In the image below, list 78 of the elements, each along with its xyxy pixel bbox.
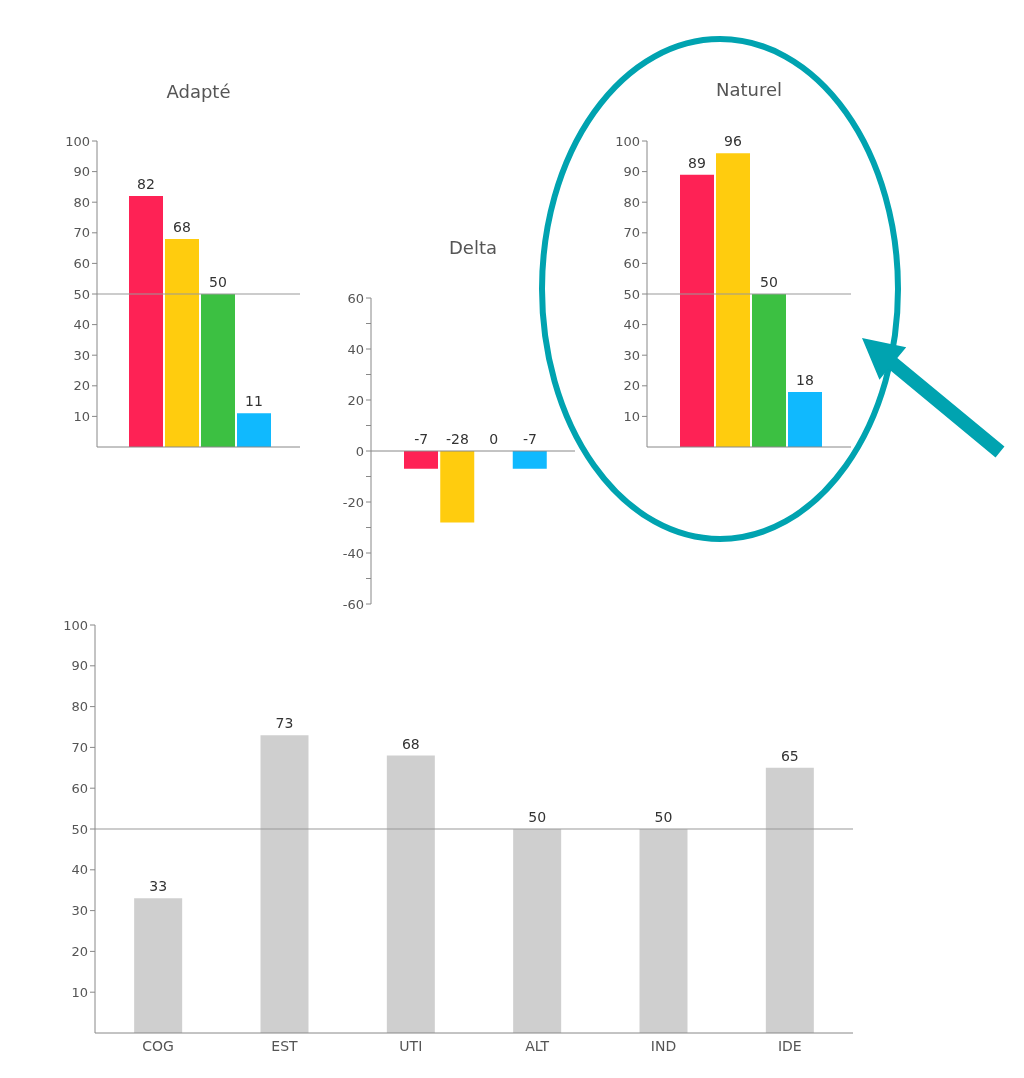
data-label: 68 xyxy=(173,218,191,235)
y-tick-label: 100 xyxy=(615,133,640,149)
y-tick-label: 60 xyxy=(71,780,88,796)
bar xyxy=(513,829,562,1033)
y-tick-label: 50 xyxy=(73,286,90,302)
y-tick-label: 100 xyxy=(63,617,88,633)
bar xyxy=(237,413,271,447)
y-tick-label: -40 xyxy=(342,545,364,561)
y-tick-label: 90 xyxy=(623,164,640,180)
y-tick-label: 40 xyxy=(73,317,90,333)
y-tick-label: 10 xyxy=(623,409,640,425)
y-tick-label: 50 xyxy=(71,821,88,837)
chart-title: Adapté xyxy=(165,81,232,102)
y-tick-label: 100 xyxy=(65,133,90,149)
data-label: 33 xyxy=(149,878,168,895)
y-tick-label: 70 xyxy=(73,225,90,241)
y-tick-label: 20 xyxy=(347,392,364,408)
y-tick-label: 40 xyxy=(623,317,640,333)
x-tick-label: UTI xyxy=(399,1037,423,1054)
y-tick-label: 80 xyxy=(623,194,640,210)
y-tick-label: 60 xyxy=(73,256,90,272)
bar xyxy=(201,294,235,447)
y-tick-label: 40 xyxy=(71,862,88,878)
bar xyxy=(752,294,786,447)
data-label: 82 xyxy=(137,176,155,193)
y-tick-label: 20 xyxy=(73,378,90,394)
y-tick-label: -60 xyxy=(342,596,364,612)
bar xyxy=(165,238,199,447)
data-label: 96 xyxy=(724,133,742,150)
y-tick-label: 20 xyxy=(623,378,640,394)
bar xyxy=(716,153,750,447)
data-label: -7 xyxy=(522,431,537,447)
bar xyxy=(639,829,688,1033)
bar xyxy=(788,391,822,447)
bar xyxy=(260,735,309,1033)
y-tick-label: 20 xyxy=(71,944,88,960)
y-tick-label: 60 xyxy=(623,256,640,272)
bar xyxy=(765,767,814,1033)
data-label: -7 xyxy=(414,431,429,447)
data-label: 65 xyxy=(780,747,799,764)
x-tick-label: COG xyxy=(142,1037,174,1054)
data-label: 89 xyxy=(688,154,706,171)
y-tick-label: 60 xyxy=(347,290,364,306)
x-tick-label: IND xyxy=(650,1037,677,1054)
data-label: 73 xyxy=(275,715,294,732)
x-tick-label: ALT xyxy=(525,1037,550,1054)
y-tick-label: 10 xyxy=(71,984,88,1000)
data-label: 50 xyxy=(209,274,227,290)
data-label: 11 xyxy=(245,393,263,410)
y-tick-label: 80 xyxy=(71,699,88,715)
y-tick-label: 40 xyxy=(347,341,364,357)
y-tick-label: 90 xyxy=(73,164,90,180)
bar xyxy=(129,196,163,447)
bar xyxy=(680,174,714,447)
y-tick-label: -20 xyxy=(342,494,364,510)
y-tick-label: 90 xyxy=(71,658,88,674)
y-tick-label: 80 xyxy=(73,194,90,210)
data-label: 68 xyxy=(401,735,420,752)
data-label: 50 xyxy=(654,809,673,825)
chart-title: Delta xyxy=(448,237,498,258)
data-label: 50 xyxy=(528,809,547,825)
y-tick-label: 50 xyxy=(623,286,640,302)
bar xyxy=(134,898,183,1033)
y-tick-label: 30 xyxy=(623,347,640,363)
y-tick-label: 0 xyxy=(355,443,364,459)
data-label: 0 xyxy=(489,431,499,447)
y-tick-label: 10 xyxy=(73,409,90,425)
y-tick-label: 30 xyxy=(73,347,90,363)
data-label: -28 xyxy=(445,431,469,447)
y-tick-label: 70 xyxy=(623,225,640,241)
bar xyxy=(386,755,435,1033)
data-label: 50 xyxy=(760,274,778,290)
y-tick-label: 70 xyxy=(71,740,88,756)
chart-title: Naturel xyxy=(714,79,783,100)
x-tick-label: IDE xyxy=(777,1037,802,1054)
y-tick-label: 30 xyxy=(71,903,88,919)
x-tick-label: EST xyxy=(271,1037,299,1054)
data-label: 18 xyxy=(796,371,814,388)
